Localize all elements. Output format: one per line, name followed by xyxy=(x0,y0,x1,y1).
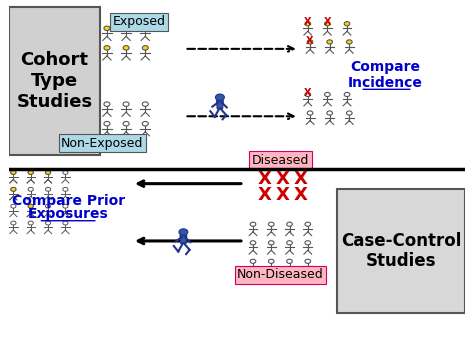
Circle shape xyxy=(123,26,129,31)
Text: Cohort
Type
Studies: Cohort Type Studies xyxy=(17,51,92,111)
Circle shape xyxy=(305,92,310,97)
Circle shape xyxy=(63,171,68,175)
Circle shape xyxy=(344,92,350,97)
Circle shape xyxy=(11,204,16,208)
Circle shape xyxy=(268,241,274,245)
Circle shape xyxy=(28,204,33,208)
Circle shape xyxy=(305,222,310,226)
Circle shape xyxy=(46,187,51,191)
Circle shape xyxy=(327,111,332,115)
Text: X: X xyxy=(276,186,290,205)
Circle shape xyxy=(11,221,16,225)
Text: X: X xyxy=(257,170,271,188)
Circle shape xyxy=(11,171,16,175)
Circle shape xyxy=(305,259,310,264)
Circle shape xyxy=(123,45,129,50)
Circle shape xyxy=(123,121,129,126)
Circle shape xyxy=(11,187,16,191)
Circle shape xyxy=(28,187,33,191)
Circle shape xyxy=(46,171,51,175)
Circle shape xyxy=(104,45,110,50)
Circle shape xyxy=(346,111,352,115)
Circle shape xyxy=(46,204,51,208)
Circle shape xyxy=(104,26,110,31)
Circle shape xyxy=(11,171,16,175)
Text: Non-Diseased: Non-Diseased xyxy=(237,268,324,281)
FancyBboxPatch shape xyxy=(337,189,465,313)
Circle shape xyxy=(250,222,256,226)
Text: Exposed: Exposed xyxy=(112,16,165,28)
Text: X: X xyxy=(294,170,308,188)
Circle shape xyxy=(179,229,188,235)
Text: Compare Prior: Compare Prior xyxy=(11,193,125,208)
Circle shape xyxy=(104,102,110,106)
Text: X: X xyxy=(304,17,311,27)
Circle shape xyxy=(63,221,68,225)
Text: X: X xyxy=(294,186,308,205)
Text: X: X xyxy=(306,35,314,45)
Text: Compare: Compare xyxy=(350,60,420,74)
Circle shape xyxy=(216,94,224,100)
Circle shape xyxy=(28,204,33,208)
Text: X: X xyxy=(257,186,271,205)
Circle shape xyxy=(142,121,148,126)
Circle shape xyxy=(346,40,352,44)
Circle shape xyxy=(307,40,313,44)
Circle shape xyxy=(28,171,33,175)
Circle shape xyxy=(305,22,310,26)
Circle shape xyxy=(28,221,33,225)
Text: Diseased: Diseased xyxy=(252,154,309,166)
Circle shape xyxy=(325,22,330,26)
Polygon shape xyxy=(217,100,223,109)
Circle shape xyxy=(325,92,330,97)
Circle shape xyxy=(250,259,256,264)
Circle shape xyxy=(250,241,256,245)
Text: Case-Control
Studies: Case-Control Studies xyxy=(341,232,462,271)
Circle shape xyxy=(28,171,33,175)
Text: X: X xyxy=(304,88,311,98)
Circle shape xyxy=(46,171,51,175)
Text: X: X xyxy=(324,17,331,27)
Circle shape xyxy=(268,259,274,264)
Circle shape xyxy=(287,222,292,226)
Circle shape xyxy=(11,187,16,191)
Polygon shape xyxy=(180,235,187,243)
Circle shape xyxy=(307,111,313,115)
Circle shape xyxy=(327,40,332,44)
Circle shape xyxy=(287,241,292,245)
Circle shape xyxy=(63,187,68,191)
Text: Non-Exposed: Non-Exposed xyxy=(61,137,144,150)
Circle shape xyxy=(104,121,110,126)
Circle shape xyxy=(142,26,148,31)
FancyBboxPatch shape xyxy=(9,7,100,155)
Circle shape xyxy=(123,102,129,106)
Circle shape xyxy=(344,22,350,26)
Circle shape xyxy=(142,102,148,106)
Text: Incidence: Incidence xyxy=(348,75,423,90)
Circle shape xyxy=(268,222,274,226)
Circle shape xyxy=(46,221,51,225)
Text: Exposures: Exposures xyxy=(28,207,109,221)
Circle shape xyxy=(287,259,292,264)
Circle shape xyxy=(305,241,310,245)
Circle shape xyxy=(63,204,68,208)
Circle shape xyxy=(142,45,148,50)
Text: X: X xyxy=(276,170,290,188)
